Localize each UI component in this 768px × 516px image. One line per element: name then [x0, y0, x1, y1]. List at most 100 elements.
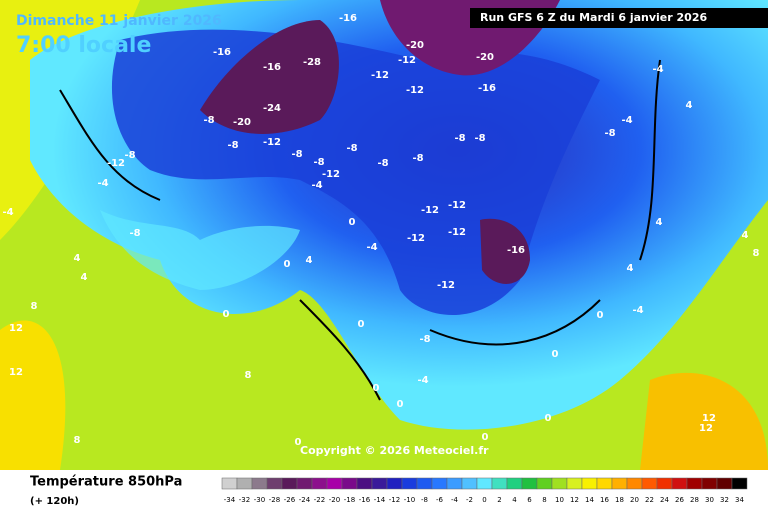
- contour-label: 0: [545, 413, 552, 424]
- contour-label: -12: [407, 233, 425, 244]
- scale-swatch: [521, 477, 538, 490]
- contour-label: 4: [81, 272, 88, 283]
- scale-swatch: [476, 477, 493, 490]
- contour-label: 0: [295, 437, 302, 448]
- warm-area-southwest: [0, 320, 66, 470]
- contour-label: -12: [371, 70, 389, 81]
- contour-label: 0: [597, 310, 604, 321]
- map-hour: 7:00 locale: [16, 33, 151, 58]
- contour-label: 0: [397, 399, 404, 410]
- contour-label: -4: [2, 207, 13, 218]
- scale-swatch: [281, 477, 298, 490]
- scale-swatch: [551, 477, 568, 490]
- legend-bar: [0, 470, 768, 512]
- scale-label: -10: [404, 496, 415, 504]
- run-info: Run GFS 6 Z du Mardi 6 janvier 2026: [480, 11, 707, 24]
- contour-label: 0: [373, 383, 380, 394]
- scale-label: 12: [570, 496, 579, 504]
- contour-label: -4: [366, 242, 377, 253]
- contour-label: -16: [478, 83, 496, 94]
- contour-label: -8: [412, 153, 423, 164]
- scale-label: -26: [284, 496, 296, 504]
- scale-label: 16: [600, 496, 609, 504]
- contour-label: -24: [263, 103, 281, 114]
- contour-label: 12: [9, 367, 23, 378]
- scale-swatch: [536, 477, 553, 490]
- contour-label: -16: [263, 62, 281, 73]
- scale-swatch: [566, 477, 583, 490]
- scale-swatch: [596, 477, 613, 490]
- scale-label: 28: [690, 496, 699, 504]
- contour-label: -8: [129, 228, 140, 239]
- contour-label: -8: [203, 115, 214, 126]
- contour-label: -8: [419, 334, 430, 345]
- contour-label: 4: [686, 100, 693, 111]
- scale-label: -20: [329, 496, 340, 504]
- scale-label: -16: [359, 496, 371, 504]
- contour-label: 8: [74, 435, 81, 446]
- scale-label: 8: [542, 496, 546, 504]
- scale-swatch: [236, 477, 253, 490]
- scale-label: 30: [705, 496, 714, 504]
- scale-swatch: [686, 477, 703, 490]
- scale-label: -14: [374, 496, 386, 504]
- contour-label: -8: [377, 158, 388, 169]
- scale-swatch: [506, 477, 523, 490]
- contour-label: 4: [74, 253, 81, 264]
- contour-label: 0: [358, 319, 365, 330]
- contour-label: 8: [753, 248, 760, 259]
- contour-label: -4: [311, 180, 322, 191]
- contour-label: -28: [303, 57, 321, 68]
- scale-swatch: [491, 477, 508, 490]
- scale-label: 20: [630, 496, 639, 504]
- contour-label: -12: [398, 55, 416, 66]
- scale-label: -24: [299, 496, 311, 504]
- scale-swatch: [326, 477, 343, 490]
- contour-label: -4: [621, 115, 632, 126]
- scale-swatch: [371, 477, 388, 490]
- scale-swatch: [716, 477, 733, 490]
- contour-label: -16: [507, 245, 525, 256]
- warm-area-southeast: [640, 372, 768, 470]
- scale-label: 26: [675, 496, 684, 504]
- contour-label: 4: [306, 255, 313, 266]
- scale-swatch: [671, 477, 688, 490]
- contour-label: -12: [421, 205, 439, 216]
- contour-label: -12: [437, 280, 455, 291]
- contour-label: -12: [107, 158, 125, 169]
- scale-label: -2: [466, 496, 473, 504]
- color-scale: -34 -32 -30 -28 -26 -24 -22 -20 -18 -16 -14 -12 -10-…: [221, 477, 748, 504]
- contour-label: 12: [699, 423, 713, 434]
- scale-swatch: [461, 477, 478, 490]
- scale-swatch: [341, 477, 358, 490]
- contour-label: -16: [339, 13, 357, 24]
- contour-label: -8: [291, 149, 302, 160]
- copyright: Copyright © 2026 Meteociel.fr: [300, 444, 489, 457]
- scale-label: -8: [421, 496, 428, 504]
- scale-label: -30: [254, 496, 265, 504]
- scale-swatch: [581, 477, 598, 490]
- scale-swatch: [701, 477, 718, 490]
- scale-swatch: [386, 477, 403, 490]
- scale-label: 24: [660, 496, 669, 504]
- scale-swatch: [401, 477, 418, 490]
- contour-label: -12: [263, 137, 281, 148]
- contour-label: -12: [448, 227, 466, 238]
- contour-label: -20: [476, 52, 494, 63]
- scale-label: 18: [615, 496, 624, 504]
- scale-swatch: [416, 477, 433, 490]
- contour-label: -12: [322, 169, 340, 180]
- contour-label: -16: [213, 47, 231, 58]
- scale-label: 4: [512, 496, 517, 504]
- contour-label: -4: [417, 375, 428, 386]
- contour-label: 4: [656, 217, 663, 228]
- scale-label: 0: [482, 496, 486, 504]
- run-box: [470, 8, 768, 28]
- scale-label: 10: [555, 496, 564, 504]
- contour-label: 0: [552, 349, 559, 360]
- scale-label: -18: [344, 496, 355, 504]
- contour-label: -8: [346, 143, 357, 154]
- contour-label: -8: [474, 133, 485, 144]
- scale-swatch: [641, 477, 658, 490]
- contour-label: 0: [349, 217, 356, 228]
